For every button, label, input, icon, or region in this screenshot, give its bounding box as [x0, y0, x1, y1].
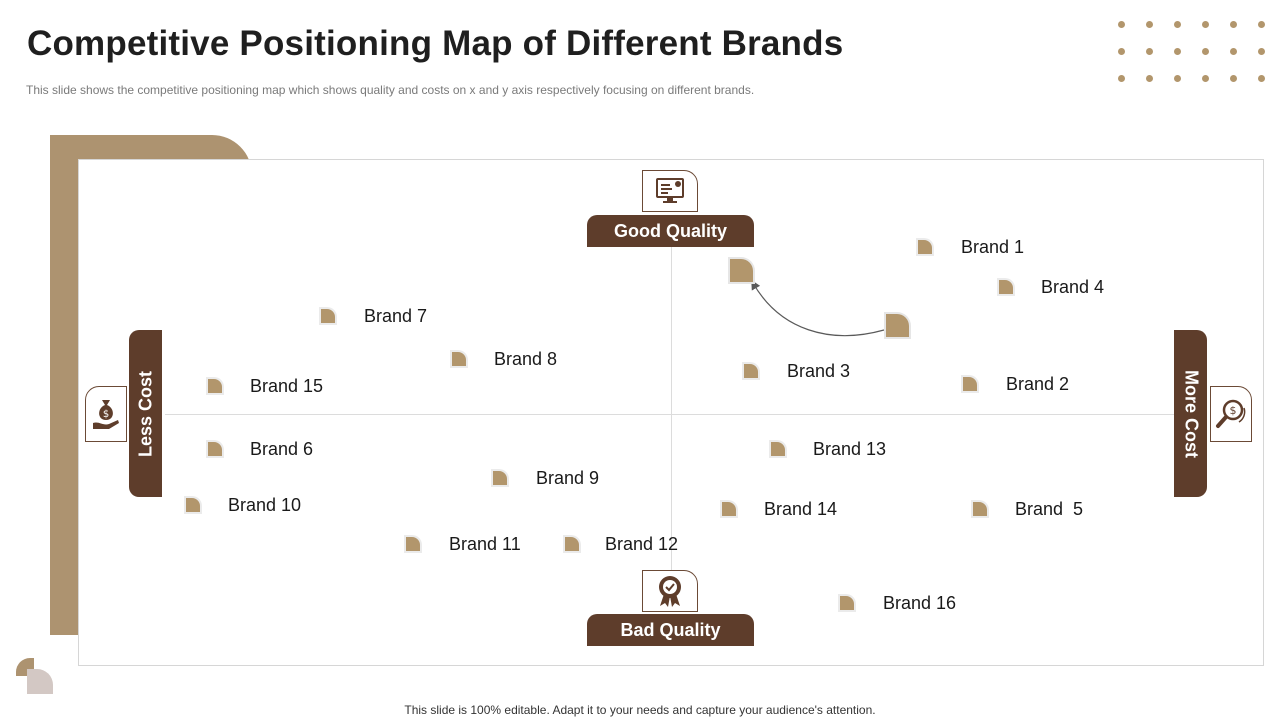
svg-text:$: $	[1230, 404, 1237, 417]
quality-axis-line	[671, 246, 672, 576]
brand-label: Brand 12	[605, 534, 679, 554]
brand-label: Brand 11	[449, 534, 521, 554]
money-bag-hand-icon: $	[85, 386, 127, 442]
brand-marker	[565, 537, 579, 551]
decorative-dot	[1146, 75, 1153, 82]
brand-label: Brand 15	[250, 376, 324, 396]
decorative-dot	[1230, 21, 1237, 28]
brand-marker	[771, 442, 785, 456]
brand-marker	[973, 502, 987, 516]
slide-subtitle: This slide shows the competitive positio…	[26, 83, 755, 97]
brand-marker	[321, 309, 335, 323]
brand-label: Brand 7	[364, 306, 428, 326]
decorative-dot	[1202, 48, 1209, 55]
brand-marker	[840, 596, 854, 610]
decorative-dot	[1118, 48, 1125, 55]
good-quality-label: Good Quality	[587, 215, 754, 247]
brand-marker	[452, 352, 466, 366]
brand-label: Brand 14	[764, 499, 838, 519]
decorative-dot	[1174, 21, 1181, 28]
bad-quality-label: Bad Quality	[587, 614, 754, 646]
brand-marker	[208, 379, 222, 393]
brand-marker	[406, 537, 420, 551]
brand-marker	[722, 502, 736, 516]
cost-axis-line	[165, 414, 1175, 415]
decorative-dot	[1202, 75, 1209, 82]
monitor-settings-icon	[642, 170, 698, 212]
less-cost-label: Less Cost	[129, 330, 162, 497]
arrow-end-marker	[730, 259, 753, 282]
corner-decoration	[27, 669, 53, 694]
award-badge-icon	[642, 570, 698, 612]
brand-label: Brand 1	[961, 237, 1025, 257]
brand-marker	[493, 471, 507, 485]
slide-title: Competitive Positioning Map of Different…	[27, 24, 844, 63]
brand-label: Brand 2	[1006, 374, 1070, 394]
decorative-dot	[1118, 75, 1125, 82]
arrow-start-marker	[886, 314, 909, 337]
decorative-dot	[1230, 75, 1237, 82]
decorative-dot	[1118, 21, 1125, 28]
decorative-dot	[1258, 75, 1265, 82]
footer-note: This slide is 100% editable. Adapt it to…	[404, 703, 876, 717]
brand-label: Brand 8	[494, 349, 558, 369]
more-cost-label: More Cost	[1174, 330, 1207, 497]
decorative-dot	[1174, 75, 1181, 82]
decorative-dot	[1146, 21, 1153, 28]
svg-text:$: $	[103, 409, 109, 420]
brand-label: Brand 9	[536, 468, 600, 488]
brand-label: Brand 13	[813, 439, 887, 459]
brand-marker	[208, 442, 222, 456]
brand-label: Brand 3	[787, 361, 851, 381]
decorative-dot	[1230, 48, 1237, 55]
brand-label: Brand 10	[228, 495, 302, 515]
brand-marker	[963, 377, 977, 391]
decorative-dot	[1146, 48, 1153, 55]
decorative-dot	[1258, 48, 1265, 55]
decorative-dot-grid	[1115, 17, 1265, 87]
brand-marker	[999, 280, 1013, 294]
brand-label: Brand 4	[1041, 277, 1105, 297]
brand-marker	[186, 498, 200, 512]
dollar-search-icon: $	[1210, 386, 1252, 442]
brand-label: Brand 5	[1015, 499, 1084, 519]
decorative-dot	[1202, 21, 1209, 28]
brand-marker	[918, 240, 932, 254]
brand-label: Brand 6	[250, 439, 314, 459]
decorative-dot	[1258, 21, 1265, 28]
brand-label: Brand 16	[883, 593, 957, 613]
decorative-dot	[1174, 48, 1181, 55]
brand-marker	[744, 364, 758, 378]
